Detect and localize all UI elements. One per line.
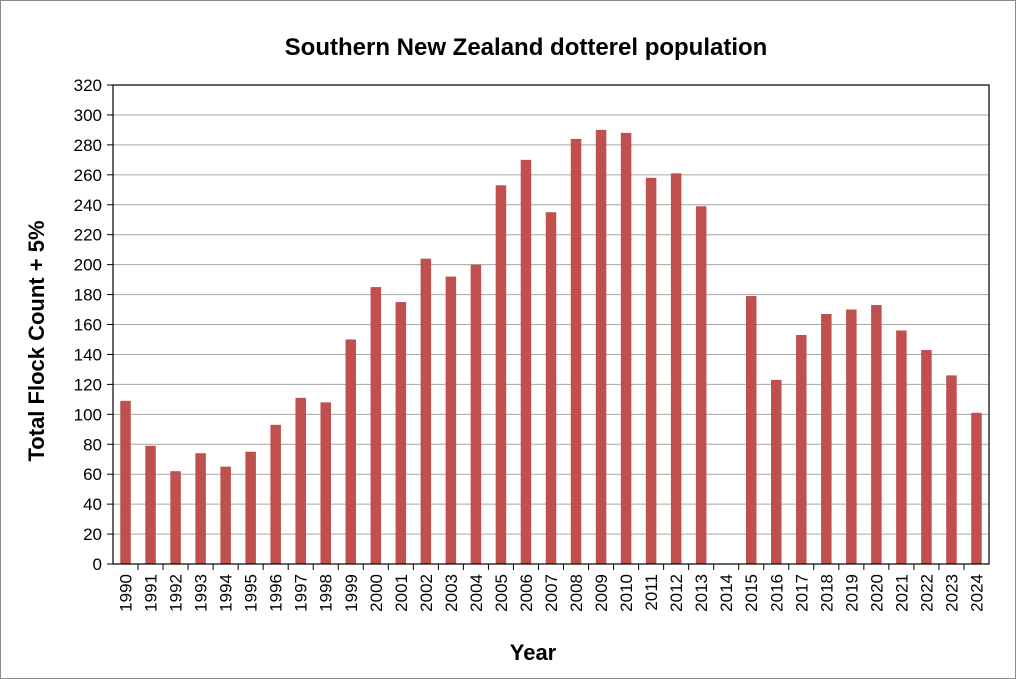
x-tick-label-1994: 1994 xyxy=(217,574,236,612)
bar-1998 xyxy=(320,402,331,564)
x-tick-label-2002: 2002 xyxy=(417,574,436,612)
bar-2022 xyxy=(921,349,932,564)
x-tick-label-1997: 1997 xyxy=(292,574,311,612)
x-tick-label-2009: 2009 xyxy=(592,574,611,612)
x-tick-label-2001: 2001 xyxy=(392,574,411,612)
x-tick-label-2018: 2018 xyxy=(817,574,836,612)
bar-2012 xyxy=(670,173,682,565)
x-tick-label-2020: 2020 xyxy=(867,574,886,612)
bar-2005 xyxy=(495,185,507,564)
bar-2024 xyxy=(971,412,982,564)
y-tick-label: 200 xyxy=(74,256,102,275)
bar-2023 xyxy=(946,375,957,564)
x-tick-label-2007: 2007 xyxy=(542,574,561,612)
bar-2002 xyxy=(420,258,432,564)
x-tick-label-1999: 1999 xyxy=(342,574,361,612)
x-tick-label-2010: 2010 xyxy=(617,574,636,612)
bar-2013 xyxy=(695,206,707,564)
y-tick-label: 140 xyxy=(74,345,102,364)
bars xyxy=(120,129,982,565)
bar-1991 xyxy=(145,445,156,564)
bar-1997 xyxy=(295,397,306,564)
y-tick-label: 100 xyxy=(74,405,102,424)
y-tick-label: 180 xyxy=(74,286,102,305)
y-tick-label: 260 xyxy=(74,166,102,185)
y-tick-label: 320 xyxy=(74,76,102,95)
y-tick-label: 60 xyxy=(83,465,102,484)
x-tick-label-2014: 2014 xyxy=(717,574,736,612)
x-tick-label-2011: 2011 xyxy=(642,574,661,611)
bar-2003 xyxy=(445,276,457,564)
bar-2007 xyxy=(545,212,557,564)
bar-2000 xyxy=(370,287,382,564)
x-tick-label-2021: 2021 xyxy=(892,574,911,612)
x-axis-ticks: 1990 1991 1992 1993 1994 1995 1996 1997 1998 1999… xyxy=(117,564,986,612)
x-tick-label-2005: 2005 xyxy=(492,574,511,612)
bar-2008 xyxy=(570,138,582,564)
x-tick-label-1992: 1992 xyxy=(167,574,186,612)
x-tick-label-2016: 2016 xyxy=(767,574,786,612)
x-tick-label-1991: 1991 xyxy=(142,574,161,612)
x-tick-label-1995: 1995 xyxy=(242,574,261,612)
y-tick-label: 120 xyxy=(74,375,102,394)
bar-1994 xyxy=(220,466,231,564)
bar-2006 xyxy=(520,159,532,564)
x-tick-label-2000: 2000 xyxy=(367,574,386,612)
x-tick-label-2022: 2022 xyxy=(917,574,936,612)
x-tick-label-2008: 2008 xyxy=(567,574,586,612)
bar-2015 xyxy=(745,296,757,564)
bar-2018 xyxy=(821,314,832,564)
x-tick-label-2019: 2019 xyxy=(842,574,861,612)
x-tick-label-2012: 2012 xyxy=(667,574,686,612)
y-tick-label: 20 xyxy=(83,525,102,544)
x-tick-label-2013: 2013 xyxy=(692,574,711,612)
y-axis-ticks: 0 20 40 60 80 100 120 140 160 180 200 220 240 260 280 3… xyxy=(74,76,113,574)
bar-1999 xyxy=(345,339,357,564)
bar-2010 xyxy=(620,132,632,564)
bar-2020 xyxy=(871,305,882,564)
y-tick-label: 0 xyxy=(93,555,102,574)
x-tick-label-1993: 1993 xyxy=(192,574,211,612)
bar-2017 xyxy=(796,334,807,564)
y-tick-label: 160 xyxy=(74,316,102,335)
x-tick-label-2017: 2017 xyxy=(792,574,811,612)
x-tick-label-2023: 2023 xyxy=(942,574,961,612)
bar-1993 xyxy=(195,453,206,564)
bar-2001 xyxy=(395,302,407,564)
x-axis-label: Year xyxy=(510,640,557,665)
x-tick-label-2024: 2024 xyxy=(967,574,986,612)
y-tick-label: 40 xyxy=(83,495,102,514)
x-tick-label-1990: 1990 xyxy=(117,574,136,612)
x-tick-label-2015: 2015 xyxy=(742,574,761,612)
chart-title: Southern New Zealand dotterel population xyxy=(285,34,768,61)
x-tick-label-2006: 2006 xyxy=(517,574,536,612)
y-tick-label: 280 xyxy=(74,136,102,155)
bar-1990 xyxy=(120,400,131,564)
bar-2004 xyxy=(470,264,482,564)
y-axis-label: Total Flock Count + 5% xyxy=(24,220,49,461)
y-tick-label: 240 xyxy=(74,196,102,215)
x-tick-label-2003: 2003 xyxy=(442,574,461,612)
bar-1995 xyxy=(245,451,256,564)
x-tick-label-1998: 1998 xyxy=(317,574,336,612)
y-tick-label: 300 xyxy=(74,106,102,125)
bar-1992 xyxy=(170,471,181,564)
bar-2011 xyxy=(645,177,657,564)
bar-1996 xyxy=(270,424,281,564)
bar-2019 xyxy=(846,309,857,564)
y-tick-label: 80 xyxy=(83,435,102,454)
x-tick-label-2004: 2004 xyxy=(467,574,486,612)
y-tick-label: 220 xyxy=(74,226,102,245)
bar-2021 xyxy=(896,330,907,564)
x-tick-label-1996: 1996 xyxy=(267,574,286,612)
bar-2016 xyxy=(771,379,782,564)
bar-2009 xyxy=(595,129,607,564)
